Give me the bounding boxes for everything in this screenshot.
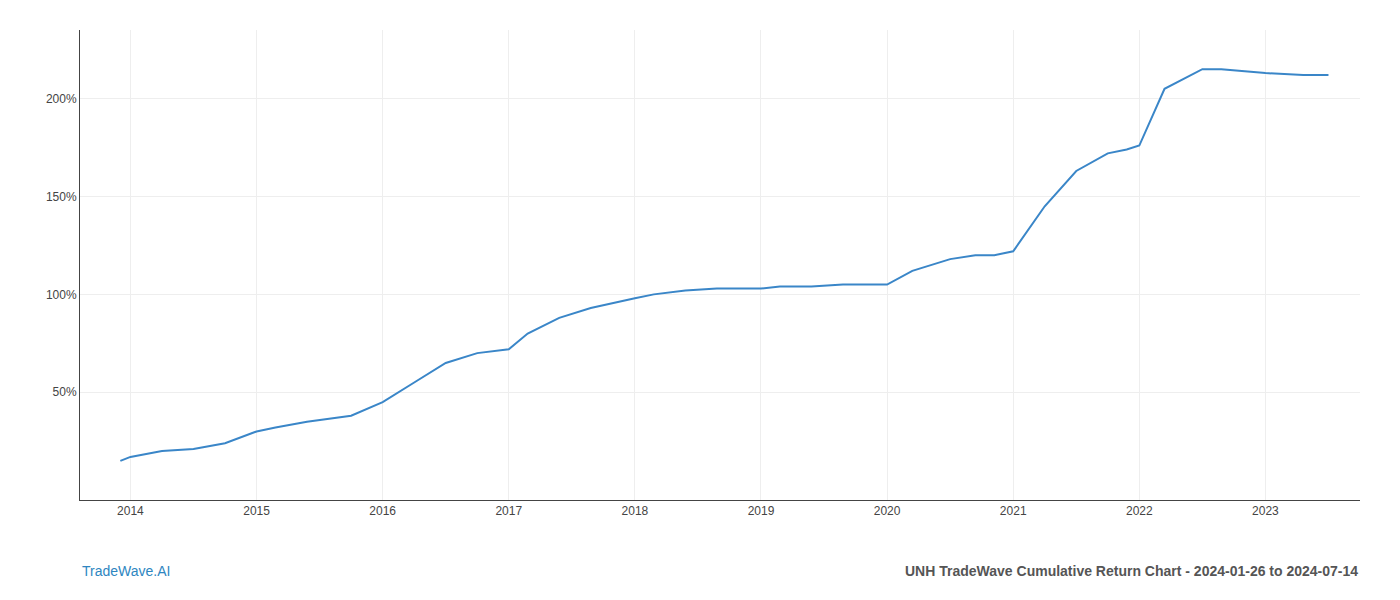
svg-text:50%: 50% — [53, 385, 77, 399]
svg-text:2022: 2022 — [1126, 504, 1153, 518]
svg-text:100%: 100% — [46, 288, 77, 302]
svg-text:TradeWave.AI: TradeWave.AI — [82, 563, 170, 579]
svg-text:2023: 2023 — [1252, 504, 1279, 518]
svg-text:150%: 150% — [46, 190, 77, 204]
svg-text:2021: 2021 — [1000, 504, 1027, 518]
svg-text:2017: 2017 — [495, 504, 522, 518]
svg-text:2015: 2015 — [243, 504, 270, 518]
svg-text:UNH TradeWave Cumulative Retur: UNH TradeWave Cumulative Return Chart - … — [905, 563, 1358, 579]
svg-text:2019: 2019 — [748, 504, 775, 518]
svg-text:2014: 2014 — [117, 504, 144, 518]
svg-text:200%: 200% — [46, 92, 77, 106]
svg-text:2016: 2016 — [369, 504, 396, 518]
svg-text:2020: 2020 — [874, 504, 901, 518]
svg-text:2018: 2018 — [622, 504, 649, 518]
